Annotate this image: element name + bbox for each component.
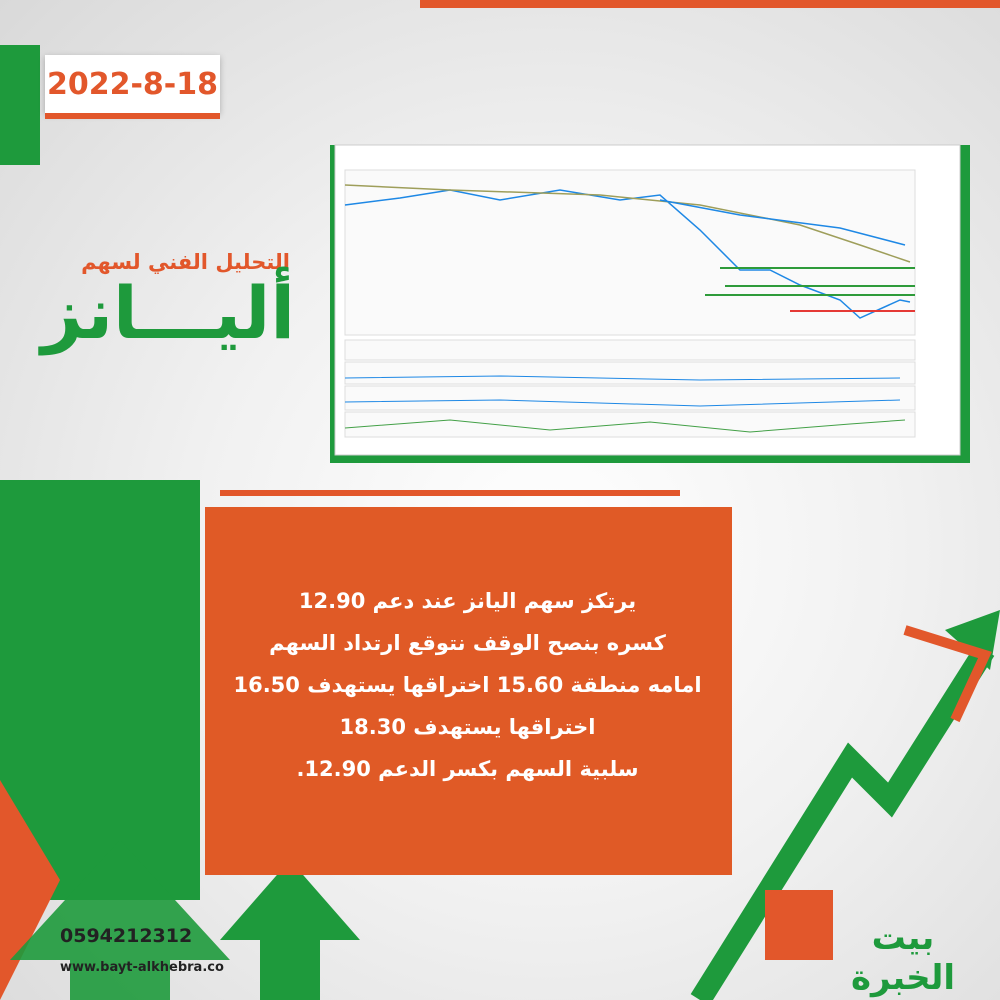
analysis-line: امامه منطقة 15.60 اختراقها يستهدف 16.50 bbox=[233, 673, 702, 697]
date-underline bbox=[45, 113, 220, 119]
analysis-line: كسره بنصح الوقف نتوقع ارتداد السهم bbox=[269, 631, 666, 655]
date: 2022-8-18 bbox=[45, 55, 220, 113]
title: أليـــانز bbox=[41, 271, 295, 355]
subtitle: التحليل الفني لسهم bbox=[81, 250, 290, 274]
analysis-line: سلبية السهم بكسر الدعم 12.90. bbox=[296, 757, 639, 781]
text-box bbox=[205, 507, 732, 875]
website: www.bayt-alkhebra.co bbox=[60, 960, 224, 975]
analysis-line: يرتكز سهم اليانز عند دعم 12.90 bbox=[298, 589, 637, 613]
analysis-text: يرتكز سهم اليانز عند دعم 12.90 كسره بنصح … bbox=[225, 580, 710, 790]
logo: بيت الخبرة bbox=[850, 918, 956, 998]
analysis-line: اختراقها يستهدف 18.30 bbox=[339, 715, 596, 739]
phone: 0594212312 bbox=[60, 925, 193, 947]
